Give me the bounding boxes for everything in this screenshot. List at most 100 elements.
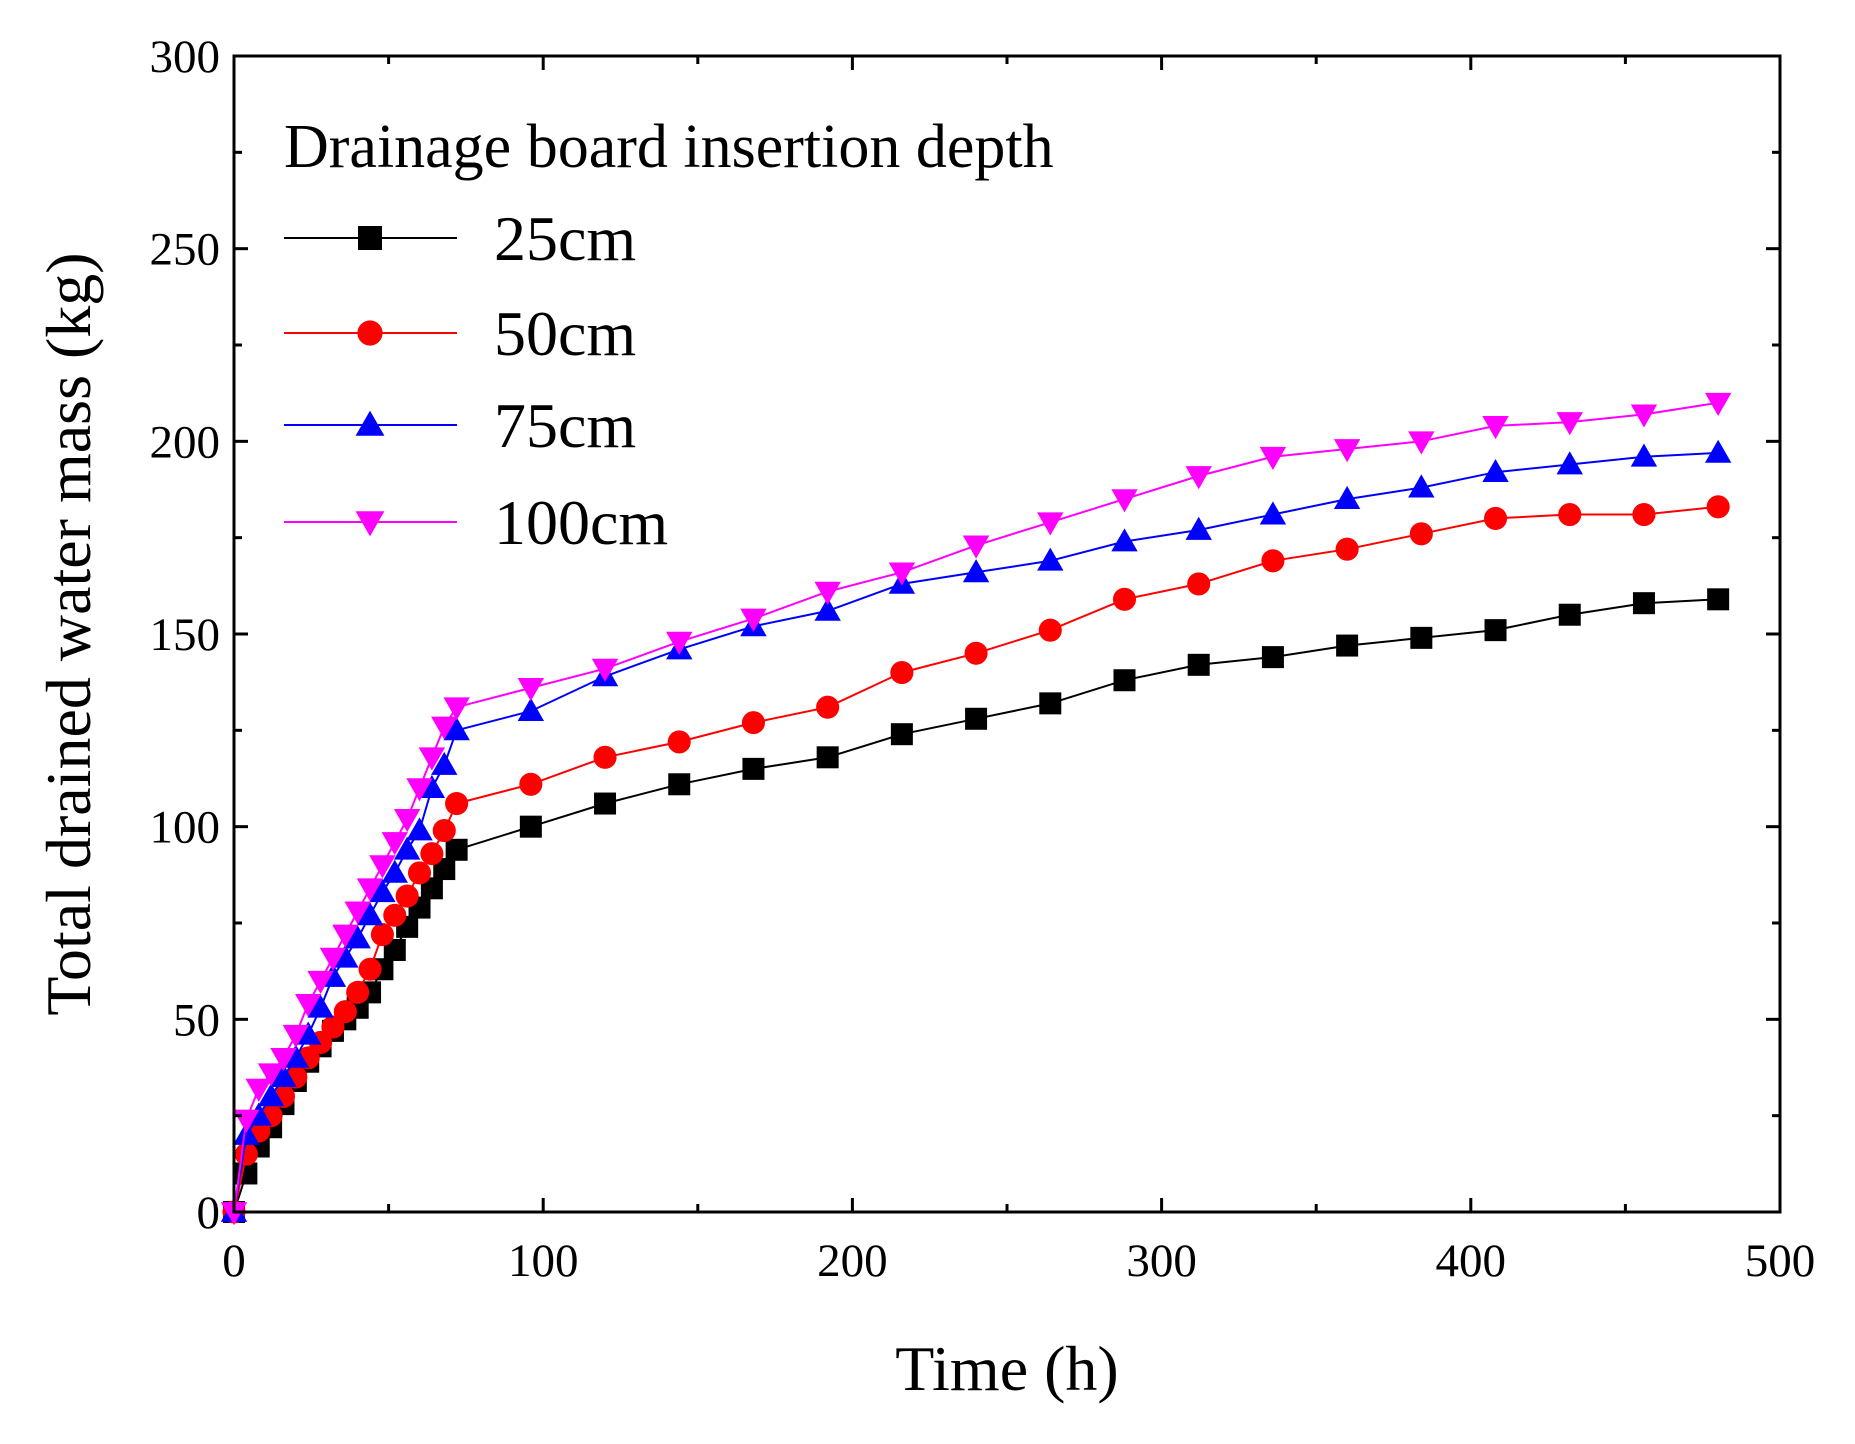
legend-entry-100cm: 100cm	[284, 487, 668, 558]
data-point-75cm	[1482, 458, 1509, 483]
data-point-100cm	[888, 562, 916, 586]
data-point-50cm	[370, 923, 394, 947]
data-point-50cm	[321, 1015, 345, 1039]
data-point-100cm	[962, 535, 990, 559]
legend-marker-25cm	[358, 226, 382, 250]
data-point-75cm	[233, 1121, 260, 1145]
y-tick-label: 250	[150, 224, 221, 276]
x-tick-label: 400	[1436, 1235, 1507, 1287]
data-point-75cm	[356, 902, 384, 926]
data-point-25cm	[1558, 603, 1581, 626]
data-point-50cm	[890, 660, 914, 685]
data-point-50cm	[1038, 618, 1062, 642]
data-point-100cm	[270, 1047, 297, 1072]
data-point-50cm	[1112, 587, 1137, 611]
data-point-75cm	[282, 1044, 310, 1068]
data-point-100cm	[517, 678, 545, 702]
legend-label-50cm: 50cm	[494, 298, 636, 369]
data-point-25cm	[668, 773, 691, 796]
data-point-100cm	[1037, 512, 1064, 536]
data-point-25cm	[1113, 669, 1136, 692]
data-point-100cm	[1185, 466, 1212, 490]
data-point-50cm	[358, 957, 382, 981]
data-point-100cm	[666, 631, 693, 655]
data-point-50cm	[1632, 502, 1656, 527]
y-tick-label: 50	[173, 994, 220, 1046]
data-point-75cm	[1259, 501, 1287, 525]
data-point-100cm	[1556, 412, 1583, 436]
data-point-50cm	[407, 861, 432, 885]
x-tick-label: 100	[508, 1235, 579, 1287]
data-point-75cm	[1630, 443, 1658, 467]
data-point-100cm	[1259, 446, 1287, 470]
data-point-100cm	[307, 970, 334, 994]
legend-marker-75cm	[355, 410, 385, 436]
data-point-100cm	[418, 747, 446, 771]
data-point-100cm	[814, 581, 841, 605]
x-axis-title: Time (h)	[895, 1333, 1118, 1404]
legend-marker-50cm	[357, 320, 383, 346]
y-tick-label: 300	[150, 31, 221, 83]
data-point-100cm	[282, 1024, 310, 1048]
data-point-75cm	[431, 751, 458, 775]
data-point-75cm	[307, 994, 334, 1018]
data-point-25cm	[1484, 619, 1507, 642]
data-point-100cm	[393, 809, 421, 833]
data-point-50cm	[816, 695, 840, 719]
data-point-25cm	[1707, 588, 1730, 611]
data-point-25cm	[1187, 653, 1210, 676]
data-point-100cm	[431, 716, 458, 740]
data-point-100cm	[1333, 439, 1361, 463]
data-point-50cm	[1558, 502, 1582, 527]
data-point-50cm	[1409, 522, 1433, 546]
data-point-50cm	[964, 641, 988, 665]
data-point-25cm	[816, 746, 839, 769]
series-50cm	[222, 495, 1730, 1224]
data-point-75cm	[332, 944, 359, 968]
legend-entry-25cm: 25cm	[284, 203, 636, 274]
data-point-100cm	[1482, 416, 1509, 440]
data-point-100cm	[295, 994, 322, 1018]
data-point-50cm	[420, 842, 444, 866]
data-point-50cm	[445, 791, 469, 816]
data-point-100cm	[443, 697, 470, 721]
data-point-100cm	[344, 901, 371, 925]
data-point-75cm	[295, 1021, 322, 1045]
data-point-50cm	[741, 711, 766, 735]
legend-label-25cm: 25cm	[494, 203, 636, 274]
data-point-75cm	[517, 697, 545, 721]
data-point-100cm	[1704, 392, 1732, 416]
data-point-100cm	[406, 778, 433, 802]
y-axis-title: Total drained water mass (kg)	[33, 252, 104, 1015]
data-point-75cm	[814, 597, 841, 621]
legend-title: Drainage board insertion depth	[284, 113, 1054, 181]
data-point-50cm	[383, 903, 407, 927]
data-point-25cm	[1336, 634, 1359, 657]
data-point-25cm	[445, 838, 468, 861]
data-point-50cm	[1483, 506, 1508, 530]
data-point-75cm	[1556, 451, 1583, 475]
data-point-25cm	[383, 938, 406, 961]
data-point-75cm	[406, 817, 433, 841]
data-point-100cm	[257, 1063, 285, 1087]
legend-entry-75cm: 75cm	[284, 390, 636, 461]
legend-entry-50cm: 50cm	[284, 298, 636, 369]
data-point-75cm	[1704, 439, 1732, 463]
legend: Drainage board insertion depth 25cm 50cm 7…	[284, 113, 1054, 558]
data-point-75cm	[443, 717, 470, 741]
data-point-75cm	[270, 1063, 297, 1088]
data-point-50cm	[234, 1142, 258, 1166]
data-point-100cm	[1111, 489, 1138, 513]
data-point-100cm	[381, 832, 408, 856]
data-point-50cm	[667, 730, 691, 754]
data-point-50cm	[519, 772, 543, 796]
y-tick-label: 0	[197, 1187, 221, 1239]
data-point-100cm	[740, 608, 767, 632]
legend-marker-100cm	[355, 511, 385, 537]
data-point-100cm	[332, 924, 359, 948]
data-point-100cm	[591, 658, 619, 682]
data-point-75cm	[344, 925, 371, 949]
x-tick-label: 300	[1126, 1235, 1197, 1287]
data-point-25cm	[519, 815, 542, 838]
